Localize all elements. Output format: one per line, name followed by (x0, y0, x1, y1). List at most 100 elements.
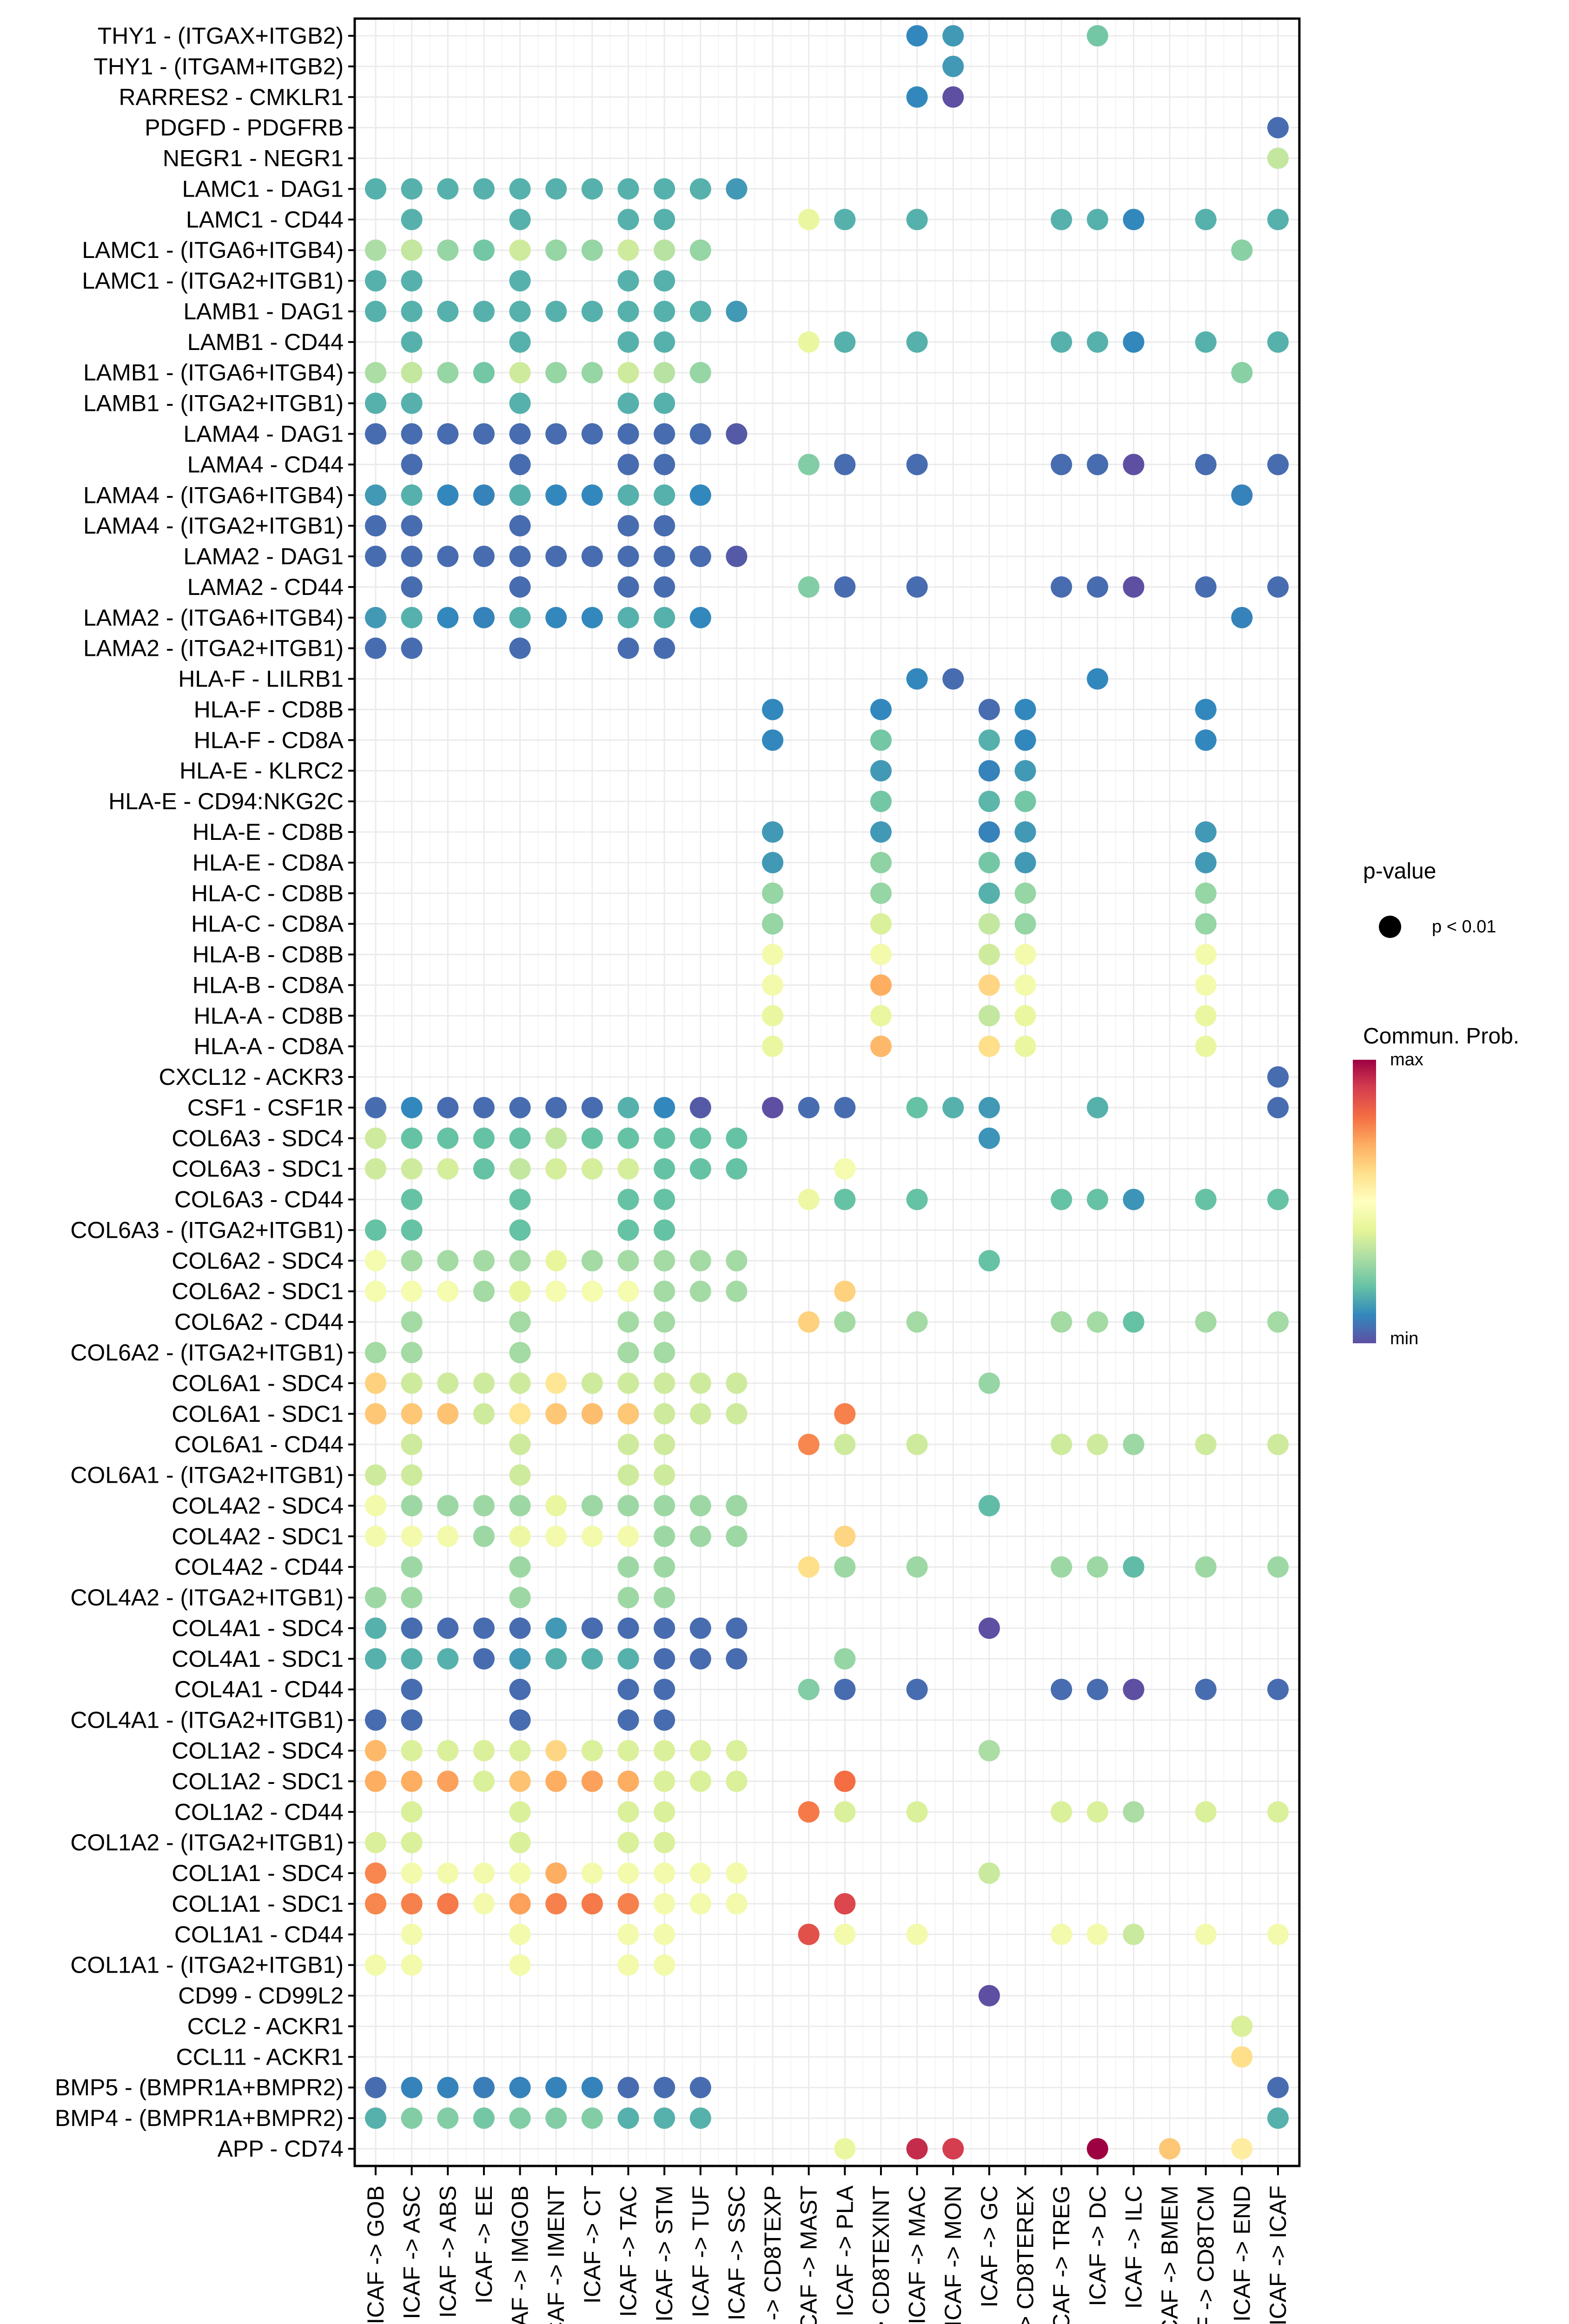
data-point (1086, 1678, 1108, 1700)
data-point (365, 1342, 386, 1364)
y-tick-label: COL1A1 - (ITGA2+ITGB1) (70, 1952, 344, 1978)
y-tick-label: COL6A1 - (ITGA2+ITGB1) (70, 1462, 344, 1488)
y-tick-label: LAMB1 - (ITGA2+ITGB1) (83, 390, 344, 416)
data-point (978, 699, 1000, 720)
y-tick-label: CD99 - CD99L2 (178, 1983, 344, 2009)
x-tick-label: ICAF -> IMGOB (507, 2185, 533, 2324)
data-point (617, 546, 639, 568)
data-point (1267, 2077, 1289, 2099)
data-point (401, 1342, 423, 1364)
data-point (401, 1923, 423, 1945)
data-point (906, 576, 928, 598)
data-point (365, 1403, 386, 1425)
data-point (509, 2107, 531, 2129)
data-point (365, 1587, 386, 1609)
data-point (978, 913, 1000, 935)
data-point (437, 1158, 459, 1180)
data-point (401, 637, 423, 659)
data-point (834, 1648, 856, 1670)
data-point (401, 1770, 423, 1792)
data-point (906, 1188, 928, 1210)
data-point (654, 1342, 675, 1364)
data-point (545, 1893, 567, 1915)
data-point (870, 791, 892, 812)
data-point (906, 1311, 928, 1333)
data-point (365, 484, 386, 506)
data-point (1123, 331, 1145, 353)
x-tick-label: ICAF -> BMEM (1157, 2185, 1183, 2324)
data-point (545, 546, 567, 568)
data-point (509, 209, 531, 231)
data-point (1267, 576, 1289, 598)
x-tick-label: ICAF -> ILC (1120, 2185, 1146, 2309)
data-point (834, 1096, 856, 1118)
data-point (798, 1311, 820, 1333)
data-point (654, 1556, 675, 1578)
data-point (545, 1403, 567, 1425)
data-point (1195, 1311, 1217, 1333)
data-point (401, 2107, 423, 2129)
y-tick-label: COL4A1 - SDC4 (172, 1615, 344, 1641)
x-tick-label: ICAF -> EE (471, 2185, 497, 2304)
data-point (1231, 362, 1253, 383)
data-point (689, 484, 711, 506)
data-point (617, 1525, 639, 1547)
data-point (1086, 1923, 1108, 1945)
data-point (1123, 1801, 1145, 1823)
data-point (689, 362, 711, 383)
data-point (1086, 1188, 1108, 1210)
data-point (978, 1096, 1000, 1118)
data-point (689, 423, 711, 445)
data-point (617, 1923, 639, 1945)
data-point (365, 1525, 386, 1547)
data-point (509, 1342, 531, 1364)
data-point (762, 913, 784, 935)
data-point (1231, 484, 1253, 506)
data-point (762, 729, 784, 751)
data-point (401, 607, 423, 628)
y-tick-label: COL1A2 - SDC4 (172, 1738, 344, 1764)
data-point (834, 2138, 856, 2159)
y-tick-label: HLA-F - CD8B (194, 696, 344, 722)
data-point (1086, 1801, 1108, 1823)
data-point (1123, 1188, 1145, 1210)
data-point (617, 1893, 639, 1915)
data-point (834, 1923, 856, 1945)
data-point (545, 300, 567, 322)
data-point (545, 2077, 567, 2099)
data-point (689, 300, 711, 322)
data-point (726, 1495, 748, 1517)
data-point (1051, 454, 1072, 475)
data-point (834, 1525, 856, 1547)
y-tick-label: HLA-E - CD94:NKG2C (108, 788, 344, 814)
data-point (617, 178, 639, 200)
data-point (1051, 1801, 1072, 1823)
data-point (509, 1311, 531, 1333)
data-point (473, 2077, 495, 2099)
data-point (509, 270, 531, 292)
plot-panel-border (353, 17, 1301, 2167)
data-point (581, 1250, 603, 1272)
data-point (654, 1281, 675, 1302)
data-point (1195, 1188, 1217, 1210)
data-point (617, 2077, 639, 2099)
data-point (906, 86, 928, 108)
data-point (473, 1495, 495, 1517)
data-point (401, 1740, 423, 1762)
data-point (509, 1740, 531, 1762)
data-point (798, 1188, 820, 1210)
y-tick-label: CSF1 - CSF1R (187, 1095, 344, 1121)
y-tick-label: HLA-E - CD8B (192, 819, 344, 845)
data-point (834, 1678, 856, 1700)
data-point (978, 1372, 1000, 1394)
data-point (617, 1770, 639, 1792)
data-point (1195, 1556, 1217, 1578)
data-point (1231, 2046, 1253, 2068)
data-point (365, 1893, 386, 1915)
data-point (1014, 821, 1036, 843)
data-point (581, 484, 603, 506)
data-point (1195, 821, 1217, 843)
data-point (617, 392, 639, 414)
data-point (1267, 1066, 1289, 1088)
data-point (509, 300, 531, 322)
